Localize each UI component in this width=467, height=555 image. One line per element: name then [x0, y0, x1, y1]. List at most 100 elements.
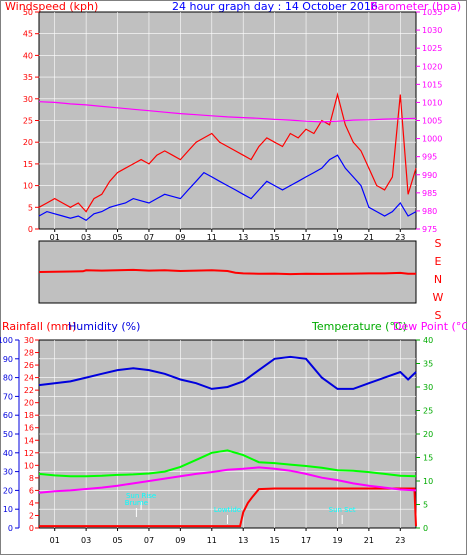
- x-tick-label: 21: [364, 233, 374, 242]
- compass-label: N: [434, 273, 442, 286]
- humidity-tick-label: 20: [3, 486, 13, 495]
- compass-label: S: [435, 309, 442, 322]
- humidity-tick-label: 100: [0, 336, 13, 345]
- direction-line: [38, 268, 416, 276]
- temp-tick-label: 30: [423, 383, 433, 392]
- humidity-tick-label: 60: [3, 411, 13, 420]
- wind-tick-label: 30: [23, 95, 33, 104]
- temperature-axis-title: Temperature (°C): [311, 320, 407, 333]
- x-tick-label: 23: [395, 233, 405, 242]
- temp-tick-label: 35: [423, 360, 433, 369]
- baro-tick-label: 980: [422, 207, 437, 216]
- compass-label: E: [435, 255, 442, 268]
- humidity-line: [38, 355, 417, 390]
- rain-tick-label: 20: [24, 399, 34, 408]
- rain-tick-label: 0: [29, 524, 34, 533]
- x-tick-label: 13: [238, 536, 248, 545]
- rain-tick-label: 6: [29, 486, 34, 495]
- baro-tick-label: 990: [422, 171, 437, 180]
- climate-series: [38, 355, 417, 528]
- temp-tick-label: 20: [423, 430, 433, 439]
- humidity-tick-label: 0: [8, 524, 13, 533]
- temp-tick-label: 10: [423, 477, 433, 486]
- x-tick-label: 03: [81, 233, 91, 242]
- x-tick-label: 07: [144, 536, 154, 545]
- direction-series: [38, 268, 416, 276]
- rain-tick-label: 2: [29, 511, 34, 520]
- annotation-label: Lowtide: [214, 506, 241, 514]
- rainfall-line: [39, 487, 417, 528]
- wind-series: [38, 92, 417, 222]
- baro-tick-label: 1005: [422, 117, 442, 126]
- dewpoint-axis-title: Dew Point (°C): [393, 320, 467, 333]
- temp-tick-label: 40: [423, 336, 433, 345]
- chart-title: 24 hour graph day : 14 October 2016: [172, 0, 378, 13]
- x-tick-label: 05: [112, 536, 122, 545]
- baro-tick-label: 975: [422, 225, 437, 234]
- rain-tick-label: 24: [24, 374, 34, 383]
- rain-tick-label: 28: [24, 349, 34, 358]
- rain-tick-label: 26: [24, 361, 34, 370]
- annotation-label: Sun Set: [329, 506, 356, 514]
- x-tick-label: 17: [301, 536, 311, 545]
- compass-label: S: [435, 237, 442, 250]
- windspeed-axis-title: Windspeed (kph): [5, 0, 98, 13]
- climate-annotations: Sun Rise Sun Set Brume Lowtide: [125, 492, 356, 524]
- temp-tick-label: 0: [423, 524, 428, 533]
- temp-tick-label: 15: [423, 454, 433, 463]
- x-tick-label: 15: [270, 536, 280, 545]
- baro-tick-label: 1035: [422, 8, 442, 17]
- rainfall-axis-title: Rainfall (mm): [2, 320, 76, 333]
- wind-tick-label: 15: [23, 160, 33, 169]
- climate-grid: [39, 340, 416, 528]
- wind_avg-line: [38, 154, 417, 222]
- humidity-tick-label: 10: [3, 505, 13, 514]
- temperature-line: [38, 449, 417, 478]
- humidity-tick-label: 40: [3, 449, 13, 458]
- rain-tick-label: 12: [24, 449, 34, 458]
- baro-tick-label: 1025: [422, 44, 442, 53]
- rain-tick-label: 18: [24, 411, 34, 420]
- wind-axes: 0510152025303540455097598098599099510001…: [23, 8, 443, 242]
- barometer-axis-title: Barometer (hpa): [370, 0, 461, 13]
- wind_gust-line: [38, 92, 417, 213]
- baro-tick-label: 1020: [422, 62, 442, 71]
- wind-tick-label: 35: [23, 73, 33, 82]
- baro-tick-label: 995: [422, 153, 437, 162]
- dewpoint-line: [38, 466, 417, 494]
- rain-tick-label: 4: [29, 499, 34, 508]
- baro-tick-label: 1030: [422, 26, 442, 35]
- wind-tick-label: 5: [28, 203, 33, 212]
- x-tick-label: 09: [175, 536, 185, 545]
- x-tick-label: 13: [238, 233, 248, 242]
- rain-tick-label: 14: [24, 436, 34, 445]
- baro-tick-label: 1000: [422, 135, 442, 144]
- x-tick-label: 03: [81, 536, 91, 545]
- baro-tick-label: 1010: [422, 98, 442, 107]
- humidity-tick-label: 80: [3, 374, 13, 383]
- x-tick-label: 23: [395, 536, 405, 545]
- rain-tick-label: 8: [29, 474, 34, 483]
- rain-tick-label: 30: [24, 336, 34, 345]
- annotation-label: Sun Rise: [126, 492, 156, 500]
- x-tick-label: 01: [50, 536, 60, 545]
- humidity-axis-title: Humidity (%): [68, 320, 140, 333]
- wind-tick-label: 0: [28, 225, 33, 234]
- x-tick-label: 01: [50, 233, 60, 242]
- x-tick-label: 09: [175, 233, 185, 242]
- x-tick-label: 11: [207, 233, 217, 242]
- rain-tick-label: 10: [24, 461, 34, 470]
- wind-tick-label: 40: [23, 51, 33, 60]
- x-tick-label: 19: [332, 536, 342, 545]
- x-tick-label: 17: [301, 233, 311, 242]
- humidity-tick-label: 50: [3, 430, 13, 439]
- climate-axes: 0102030405060708090100024681012141618202…: [0, 336, 433, 545]
- humidity-tick-label: 70: [3, 392, 13, 401]
- compass-label: W: [433, 291, 444, 304]
- wind-tick-label: 25: [23, 117, 33, 126]
- x-tick-label: 05: [112, 233, 122, 242]
- wind-tick-label: 50: [23, 8, 33, 17]
- x-tick-label: 15: [270, 233, 280, 242]
